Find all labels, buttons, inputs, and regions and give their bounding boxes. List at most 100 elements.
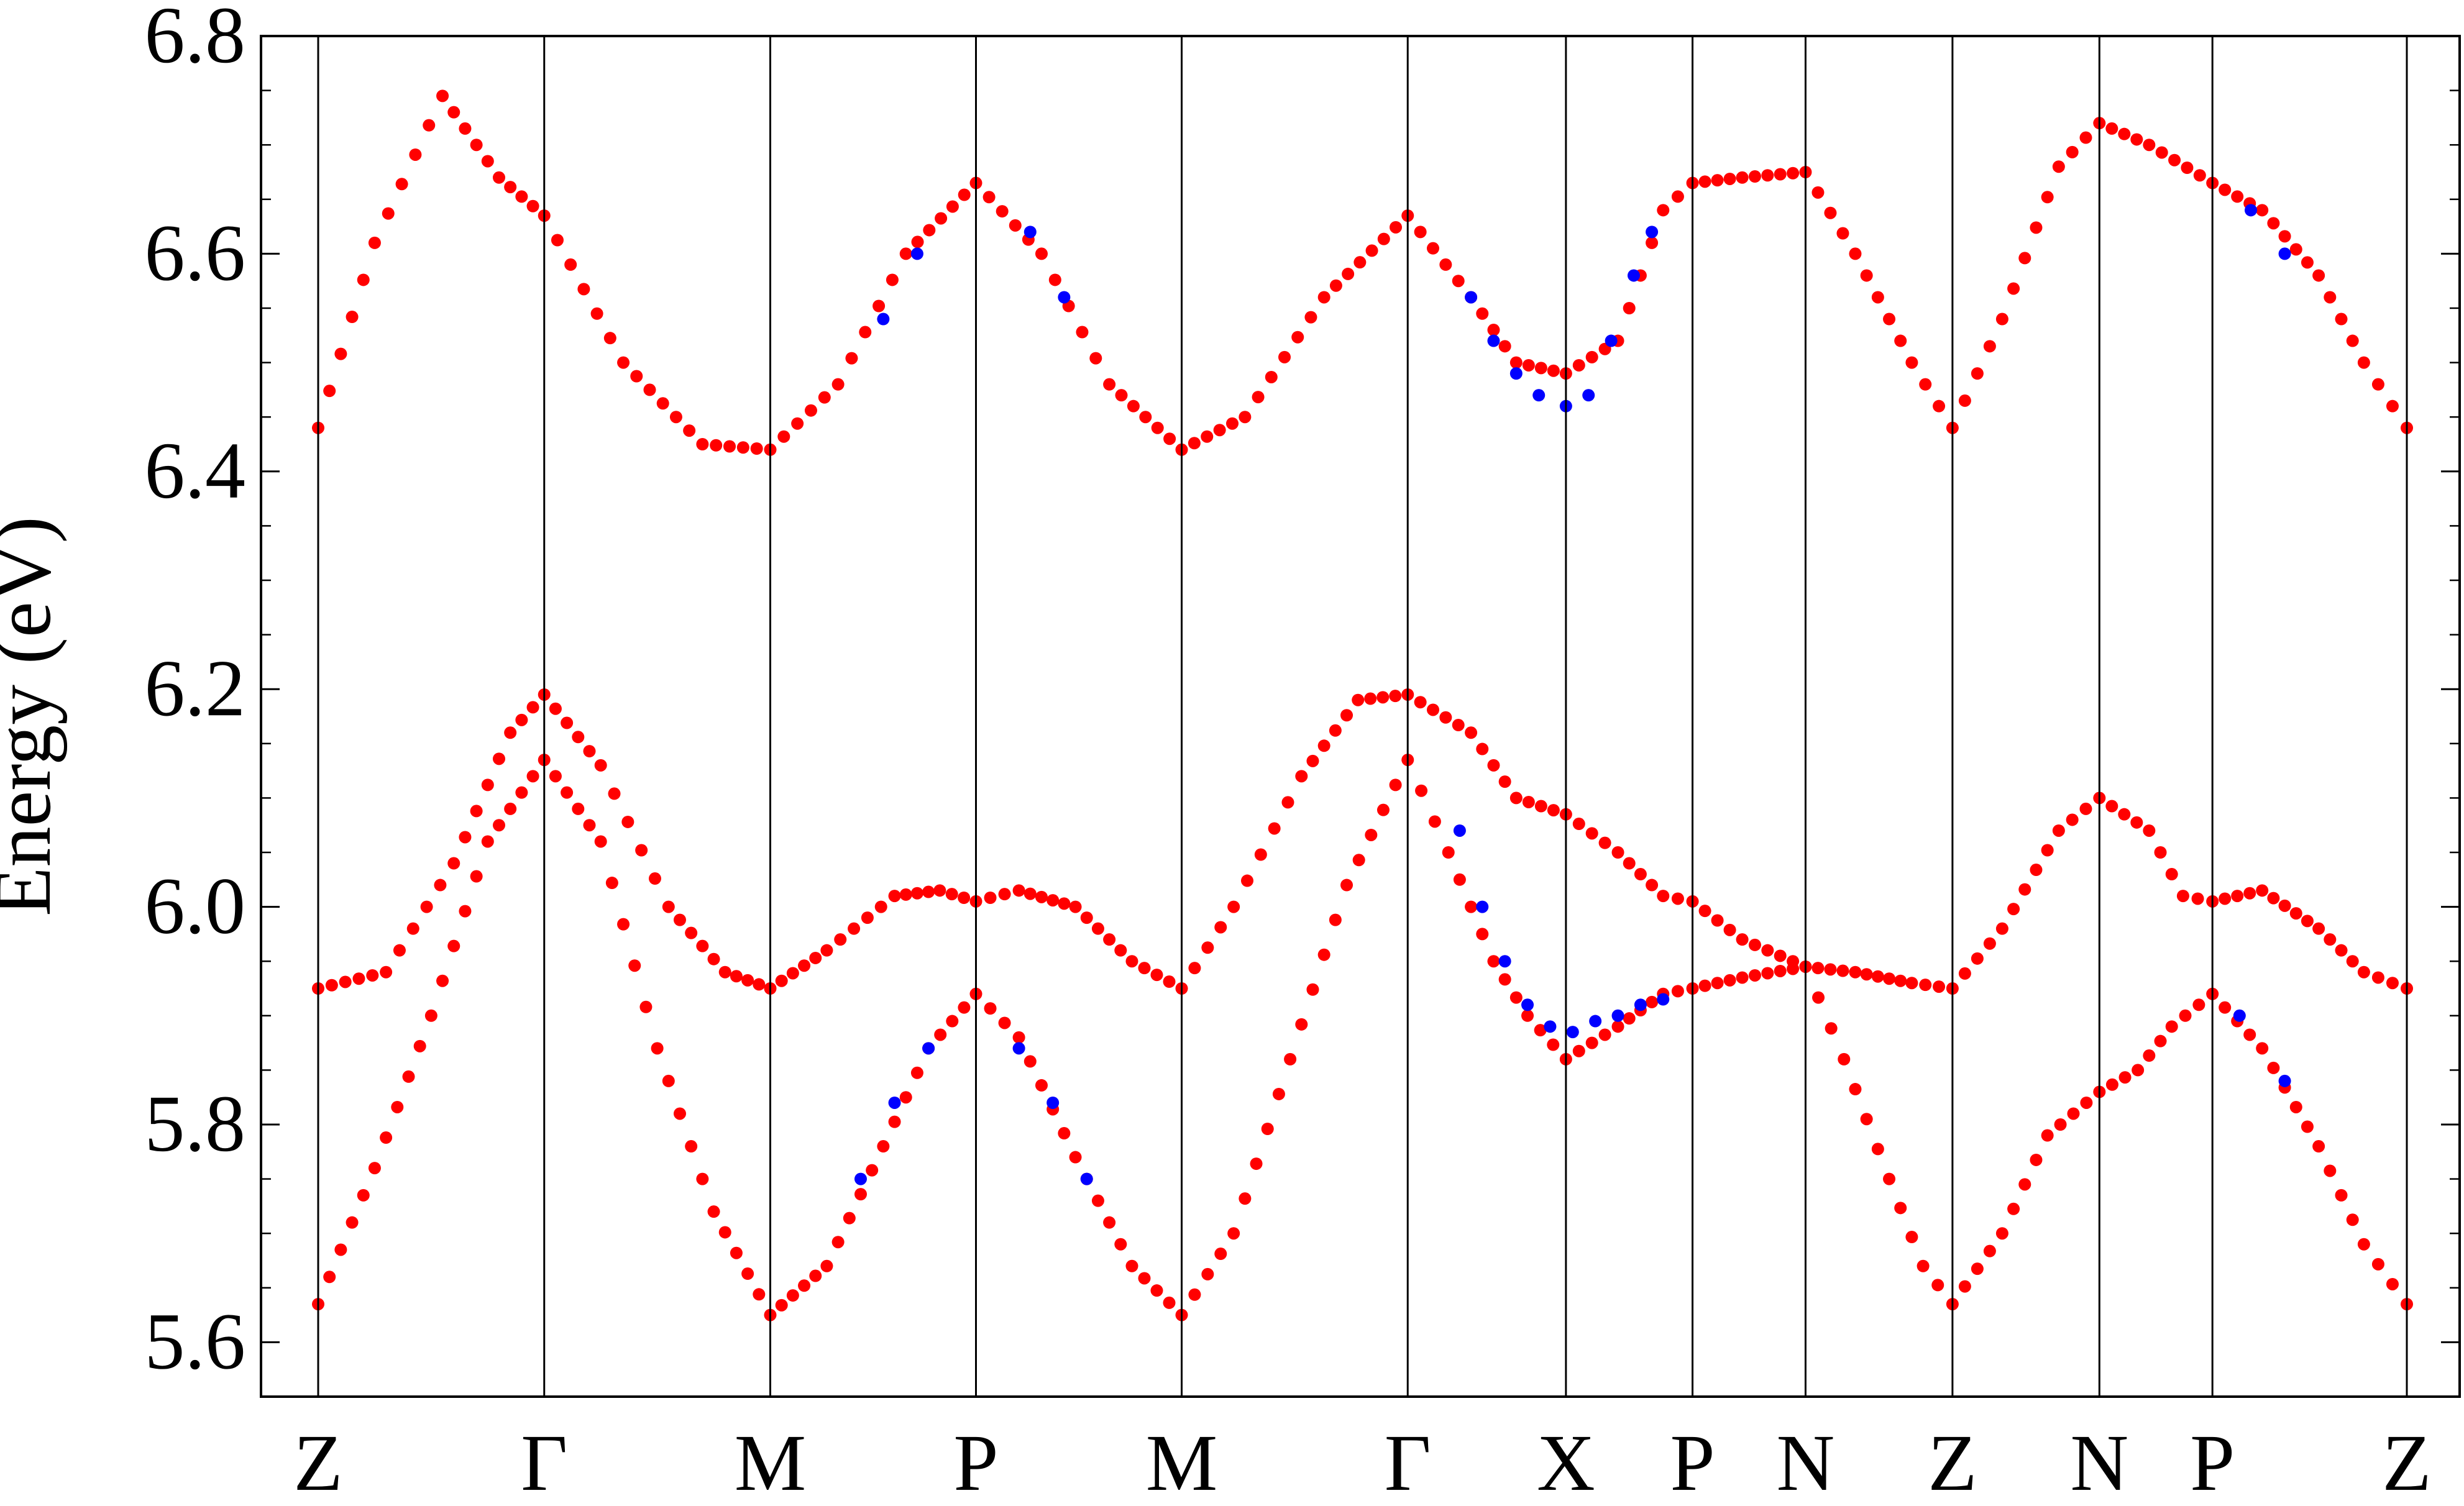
- band-point: [577, 283, 590, 296]
- band-point: [1163, 975, 1176, 988]
- band-point: [1091, 922, 1104, 935]
- band-point: [1958, 394, 1971, 407]
- band-point: [2371, 1257, 2384, 1271]
- band-point: [1933, 399, 1946, 413]
- band-point: [1415, 784, 1428, 797]
- band-point: [583, 745, 596, 758]
- band-point: [2066, 813, 2079, 826]
- band-point: [710, 439, 723, 452]
- band-point: [685, 926, 698, 939]
- band-point: [393, 944, 406, 957]
- band-point: [1139, 411, 1152, 424]
- band-point: [899, 1091, 912, 1104]
- band-point: [1774, 949, 1787, 962]
- band-point: [843, 1212, 856, 1225]
- band-point: [2312, 269, 2325, 282]
- band-point: [798, 959, 811, 972]
- band-point: [1352, 693, 1365, 706]
- band-point: [1268, 822, 1281, 835]
- band-point: [1723, 172, 1736, 185]
- band-point: [603, 332, 616, 345]
- band-point: [420, 900, 433, 913]
- band-point: [1254, 848, 1267, 861]
- band-point: [651, 1042, 664, 1055]
- band-point: [368, 236, 381, 249]
- kpoint-label: Z: [1928, 1418, 1977, 1506]
- band-point: [1605, 334, 1618, 347]
- band-point: [1919, 979, 1932, 992]
- band-point: [1080, 911, 1093, 924]
- band-point: [1150, 969, 1163, 982]
- band-point: [1736, 933, 1749, 946]
- band-point: [1201, 941, 1214, 954]
- band-point: [1723, 974, 1736, 987]
- band-point: [1532, 389, 1546, 402]
- band-point: [2267, 1061, 2280, 1074]
- band-point: [888, 1115, 901, 1128]
- band-point: [958, 1001, 971, 1014]
- band-point: [1905, 977, 1918, 990]
- band-point: [1774, 168, 1787, 181]
- band-point: [786, 1289, 799, 1302]
- band-point: [1428, 815, 1441, 828]
- y-axis-label: Energy (eV): [0, 516, 68, 916]
- band-point: [933, 884, 946, 897]
- band-point: [2386, 977, 2399, 990]
- band-point: [334, 1243, 347, 1256]
- band-point: [481, 778, 494, 792]
- band-point: [945, 888, 958, 901]
- y-tick-label: 6.2: [145, 644, 246, 733]
- band-point: [1047, 894, 1060, 907]
- band-point: [608, 787, 621, 800]
- band-point: [866, 1164, 879, 1177]
- band-point: [1849, 965, 1862, 979]
- band-point: [1671, 985, 1684, 998]
- band-point: [1103, 933, 1116, 946]
- band-point: [1024, 1055, 1037, 1068]
- y-tick-label: 5.6: [145, 1297, 246, 1386]
- band-point: [590, 307, 603, 320]
- band-point: [2007, 903, 2020, 916]
- band-point: [2312, 922, 2325, 935]
- band-point: [1227, 1227, 1240, 1240]
- band-point: [630, 370, 643, 383]
- band-point: [2335, 1189, 2348, 1202]
- band-point: [1261, 1123, 1274, 1136]
- band-point: [1376, 691, 1390, 704]
- band-point: [1646, 236, 1659, 249]
- band-point: [982, 191, 996, 204]
- band-point: [1487, 955, 1500, 968]
- y-tick-label: 6.0: [145, 862, 246, 951]
- band-point: [1125, 1259, 1138, 1272]
- band-point: [1091, 1194, 1104, 1207]
- band-point: [424, 1009, 437, 1022]
- plot-frame: [260, 35, 2461, 1398]
- band-point: [910, 887, 923, 900]
- band-point: [1860, 269, 1873, 282]
- band-point: [911, 235, 924, 249]
- band-series-3: [854, 204, 2291, 1185]
- band-point: [2357, 965, 2370, 979]
- band-point: [820, 944, 833, 957]
- band-point: [2335, 313, 2348, 326]
- band-point: [1761, 944, 1774, 957]
- band-point: [2132, 1064, 2145, 1077]
- band-point: [1522, 795, 1535, 808]
- band-point: [2233, 1009, 2246, 1022]
- y-tick-label: 5.8: [145, 1079, 246, 1169]
- band-point: [481, 155, 494, 168]
- band-point: [718, 1226, 731, 1239]
- band-point: [1329, 913, 1342, 926]
- band-point: [1860, 1113, 1873, 1126]
- band-point: [2256, 884, 2269, 897]
- band-point: [564, 258, 577, 271]
- band-point: [643, 383, 656, 396]
- band-point: [2386, 399, 2399, 413]
- band-point: [1971, 952, 1984, 965]
- y-tick-label: 6.8: [145, 0, 246, 80]
- y-tick-label: 6.6: [145, 208, 246, 298]
- band-point: [325, 979, 338, 992]
- band-point: [2067, 1107, 2080, 1120]
- band-point: [1646, 995, 1659, 1008]
